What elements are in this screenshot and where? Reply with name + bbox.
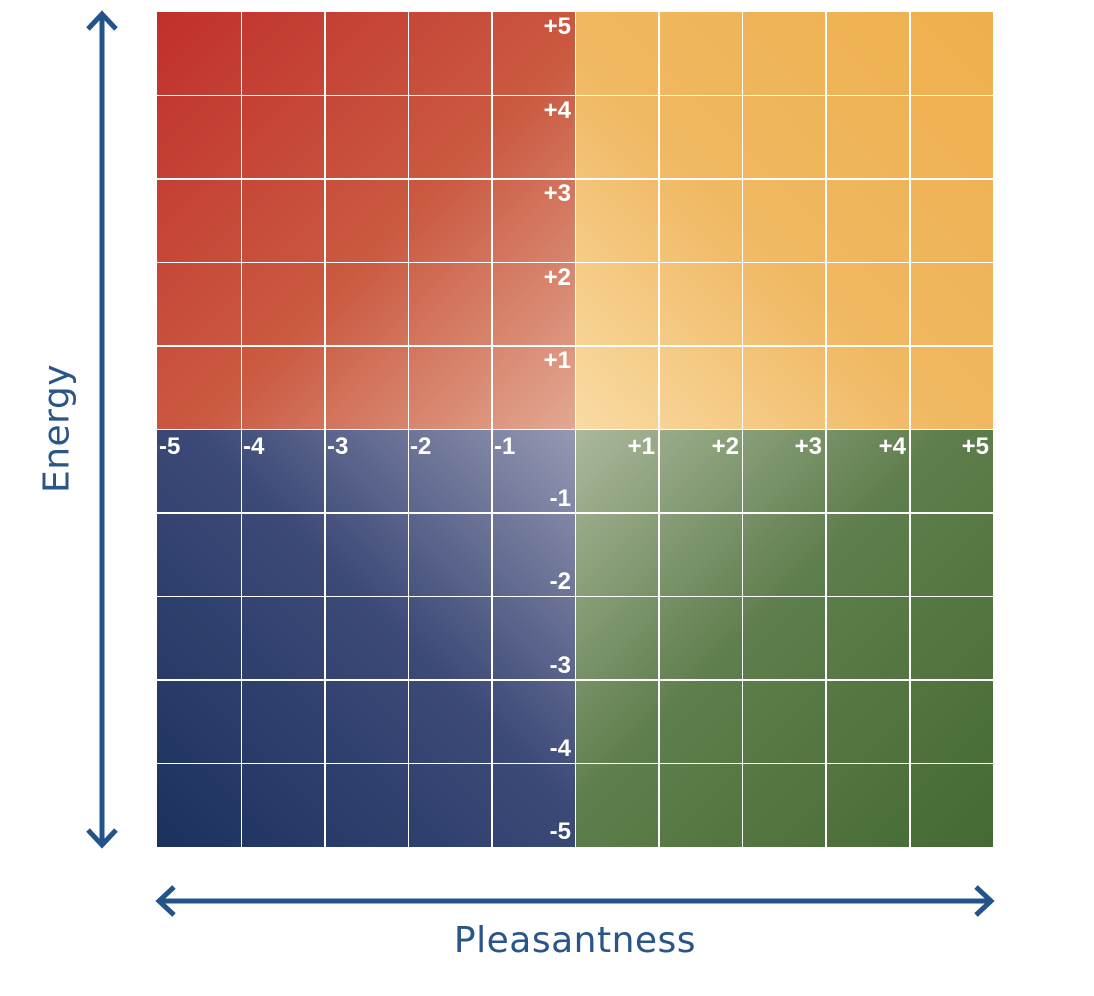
- quadrant-top-left-red: [157, 12, 575, 430]
- x-label: +4: [878, 433, 906, 460]
- y-label: +3: [543, 180, 571, 207]
- x-label: +1: [627, 433, 655, 460]
- x-label: -3: [327, 433, 349, 460]
- grid-line-horizontal: [157, 345, 993, 347]
- quadrant-bottom-right-green: [575, 429, 993, 847]
- grid-line-horizontal: [157, 512, 993, 514]
- y-label: +1: [543, 347, 571, 374]
- x-label: -4: [243, 433, 265, 460]
- x-label: -1: [494, 433, 516, 460]
- y-label: -5: [549, 818, 571, 845]
- quadrant-bottom-left-blue: [157, 429, 575, 847]
- grid-line-horizontal: [157, 261, 993, 263]
- grid-line-horizontal: [157, 762, 993, 764]
- x-label: +5: [961, 433, 989, 460]
- grid-line-horizontal: [157, 595, 993, 597]
- energy-axis-title: Energy: [36, 363, 78, 494]
- y-label: +4: [543, 97, 571, 124]
- grid-line-horizontal: [157, 679, 993, 681]
- x-label: -5: [159, 433, 181, 460]
- grid-line-horizontal: [157, 94, 993, 96]
- y-label: -3: [549, 652, 571, 679]
- quadrant-top-right-yellow: [575, 12, 993, 430]
- x-label: +3: [794, 433, 822, 460]
- y-label: +5: [543, 13, 571, 40]
- x-label: +2: [711, 433, 739, 460]
- y-label: -4: [549, 735, 571, 762]
- y-label: +2: [543, 264, 571, 291]
- pleasantness-axis-title: Pleasantness: [453, 920, 697, 961]
- y-label: -1: [549, 485, 571, 512]
- grid-line-horizontal: [157, 178, 993, 180]
- grid-line-horizontal: [157, 428, 993, 430]
- x-label: -2: [410, 433, 432, 460]
- y-label: -2: [549, 568, 571, 595]
